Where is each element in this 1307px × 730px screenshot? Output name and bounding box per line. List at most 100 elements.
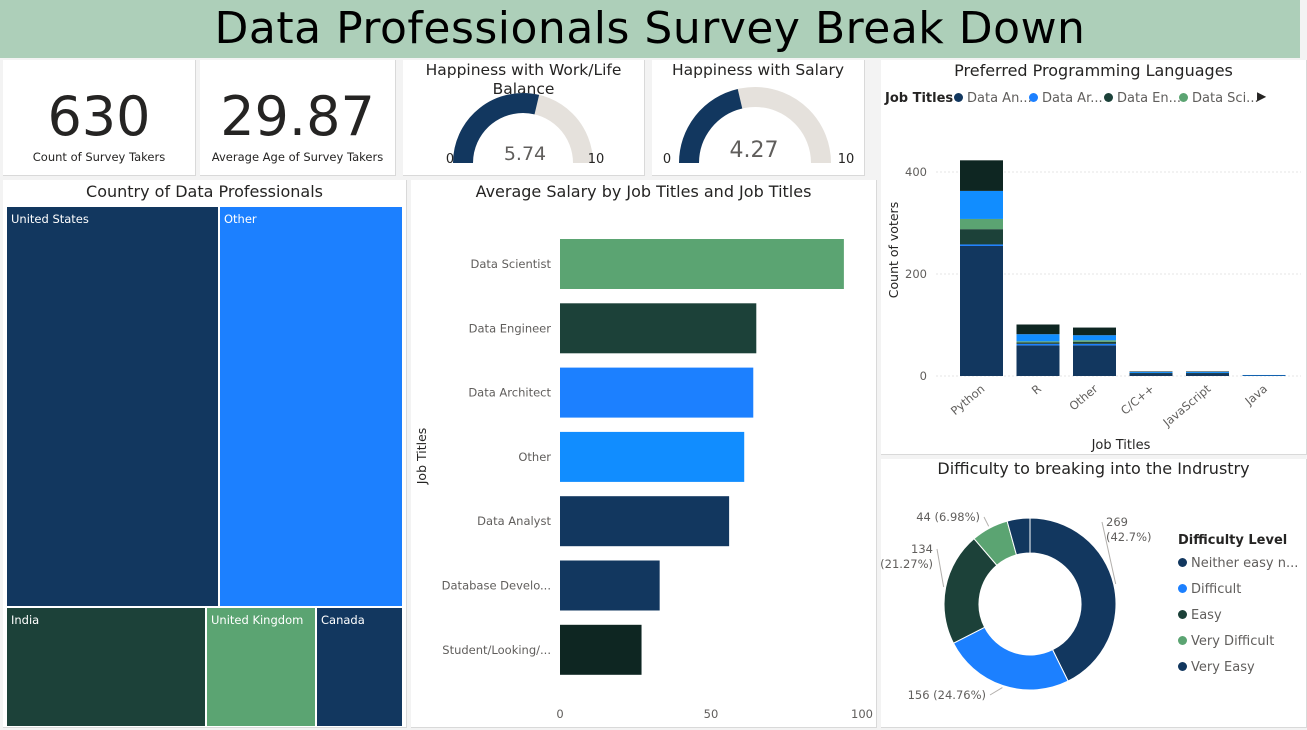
treemap-card[interactable]: Country of Data Professionals United Sta… bbox=[3, 180, 407, 728]
gauge-card-salary[interactable]: Happiness with Salary 4.27 0 10 bbox=[652, 60, 865, 176]
languages-chart-card[interactable]: Preferred Programming Languages Job Titl… bbox=[881, 60, 1307, 455]
bar-segment bbox=[1129, 373, 1173, 376]
y-tick-label: Student/Looking/... bbox=[442, 643, 551, 657]
donut-slice bbox=[1029, 517, 1117, 682]
gauge-fill bbox=[679, 88, 743, 164]
legend-dot bbox=[1178, 558, 1187, 567]
kpi-card-count[interactable]: 630 Count of Survey Takers bbox=[3, 60, 196, 176]
data-label: (42.7%) bbox=[1106, 530, 1152, 544]
gauge-min: 0 bbox=[663, 152, 671, 167]
leader-line bbox=[983, 516, 990, 527]
legend-label: Easy bbox=[1191, 608, 1222, 623]
treemap-tile[interactable]: United States bbox=[6, 206, 219, 607]
data-label: 134 bbox=[911, 542, 933, 556]
legend-item[interactable]: Data En... bbox=[1104, 91, 1181, 106]
legend-item[interactable]: Very Difficult bbox=[1178, 634, 1274, 649]
legend-label: Very Easy bbox=[1191, 660, 1255, 675]
treemap-tile[interactable]: United Kingdom bbox=[206, 607, 316, 727]
bar-segment bbox=[1242, 374, 1286, 376]
bar-segment bbox=[960, 244, 1003, 246]
legend-label: Data Ar... bbox=[1042, 91, 1103, 106]
bar-segment bbox=[960, 218, 1003, 230]
kpi-label: Count of Survey Takers bbox=[32, 150, 166, 164]
y-tick-label: 0 bbox=[920, 369, 927, 383]
bar-segment bbox=[1016, 345, 1060, 376]
bar-segment bbox=[1016, 341, 1060, 343]
gauge-max: 10 bbox=[838, 152, 855, 167]
y-tick-label: Other bbox=[518, 450, 551, 464]
difficulty-donut-card[interactable]: Difficulty to breaking into the Indrustr… bbox=[881, 459, 1307, 728]
bar-segment bbox=[1073, 340, 1116, 342]
legend-label: Neither easy n... bbox=[1191, 556, 1299, 571]
leader-line bbox=[936, 548, 945, 588]
legend-dot bbox=[1029, 93, 1038, 102]
legend-item[interactable]: Data Sci... bbox=[1179, 91, 1259, 106]
data-label: 156 (24.76%) bbox=[908, 688, 986, 702]
legend-item[interactable]: Data Ar... bbox=[1029, 91, 1103, 106]
bar-segment bbox=[960, 245, 1003, 376]
legend-next-icon[interactable]: ▶ bbox=[1257, 89, 1267, 103]
x-tick-label: Python bbox=[948, 382, 988, 418]
gauge-max: 10 bbox=[588, 152, 605, 167]
bar-segment bbox=[1073, 327, 1116, 336]
legend-item[interactable]: Data An... bbox=[954, 91, 1032, 106]
gauge-work-life-svg: 5.74 0 10 bbox=[446, 93, 605, 167]
kpi-label: Average Age of Survey Takers bbox=[211, 150, 384, 164]
bar-segment bbox=[1073, 343, 1116, 346]
bar-segment bbox=[1186, 373, 1229, 376]
bar-segment bbox=[1186, 371, 1229, 372]
legend-label: Very Difficult bbox=[1191, 634, 1275, 649]
donut-slice bbox=[1006, 517, 1031, 556]
bar-segment bbox=[1016, 334, 1060, 342]
y-axis-label: Count of voters bbox=[886, 202, 901, 298]
kpi-card-age[interactable]: 29.87 Average Age of Survey Takers bbox=[200, 60, 396, 176]
legend-label: Data En... bbox=[1117, 91, 1182, 106]
y-tick-label: 200 bbox=[905, 267, 927, 281]
bar-segment bbox=[1186, 372, 1229, 374]
bar-segment bbox=[1073, 341, 1116, 344]
bar-segment bbox=[1129, 371, 1173, 372]
legend-label: Difficult bbox=[1191, 582, 1242, 597]
bar bbox=[560, 431, 745, 482]
gauge-value: 5.74 bbox=[504, 143, 546, 165]
x-tick-label: 0 bbox=[556, 707, 563, 721]
leader-line bbox=[1101, 521, 1117, 585]
x-tick-label: Java bbox=[1242, 382, 1270, 409]
legend-item[interactable]: Neither easy n... bbox=[1178, 556, 1298, 571]
gauge-card-work-life[interactable]: Happiness with Work/Life Balance 5.74 0 … bbox=[403, 60, 645, 176]
y-tick-label: Database Develo... bbox=[442, 579, 551, 593]
chart-title: Average Salary by Job Titles and Job Tit… bbox=[475, 182, 812, 201]
kpi-value: 29.87 bbox=[220, 85, 375, 148]
legend-dot bbox=[954, 93, 963, 102]
treemap-tile[interactable]: Canada bbox=[316, 607, 403, 727]
legend-dot bbox=[1178, 636, 1187, 645]
x-tick-label: R bbox=[1029, 382, 1044, 398]
bar-segment bbox=[1186, 371, 1229, 373]
x-tick-label: JavaScript bbox=[1159, 381, 1213, 430]
salary-bar-svg: Job Titles Data Scientist Data Engineer Da… bbox=[414, 239, 873, 721]
y-tick-label: Data Architect bbox=[468, 386, 551, 400]
legend-dot bbox=[1178, 610, 1187, 619]
legend-item[interactable]: Very Easy bbox=[1178, 660, 1255, 675]
bar-segment bbox=[1073, 345, 1116, 376]
legend-item[interactable]: Easy bbox=[1178, 608, 1222, 623]
bar-segment bbox=[1129, 371, 1173, 373]
legend-title: Difficulty Level bbox=[1178, 533, 1288, 548]
treemap-tile[interactable]: Other bbox=[219, 206, 403, 607]
treemap-tile[interactable]: India bbox=[6, 607, 206, 727]
difficulty-donut-svg: 269(42.7%) 156 (24.76%) 134(21.27%) 44 (6.9… bbox=[881, 510, 1152, 702]
bar bbox=[560, 239, 844, 289]
legend-dot bbox=[1178, 662, 1187, 671]
bar-segment bbox=[1016, 343, 1060, 346]
bar bbox=[560, 303, 757, 354]
x-tick-label: Other bbox=[1066, 381, 1100, 413]
y-tick-label: Data Engineer bbox=[469, 321, 552, 335]
dashboard-title: Data Professionals Survey Break Down bbox=[0, 0, 1300, 58]
bar bbox=[560, 496, 730, 547]
languages-svg: Count of voters Job Titles 0 200 400 Python… bbox=[886, 160, 1301, 453]
bar-segment bbox=[1129, 372, 1173, 374]
salary-bar-card[interactable]: Average Salary by Job Titles and Job Tit… bbox=[411, 180, 877, 728]
legend-item[interactable]: Difficult bbox=[1178, 582, 1241, 597]
bar-segment bbox=[1016, 342, 1060, 344]
x-tick-label: C/C++ bbox=[1118, 382, 1157, 418]
